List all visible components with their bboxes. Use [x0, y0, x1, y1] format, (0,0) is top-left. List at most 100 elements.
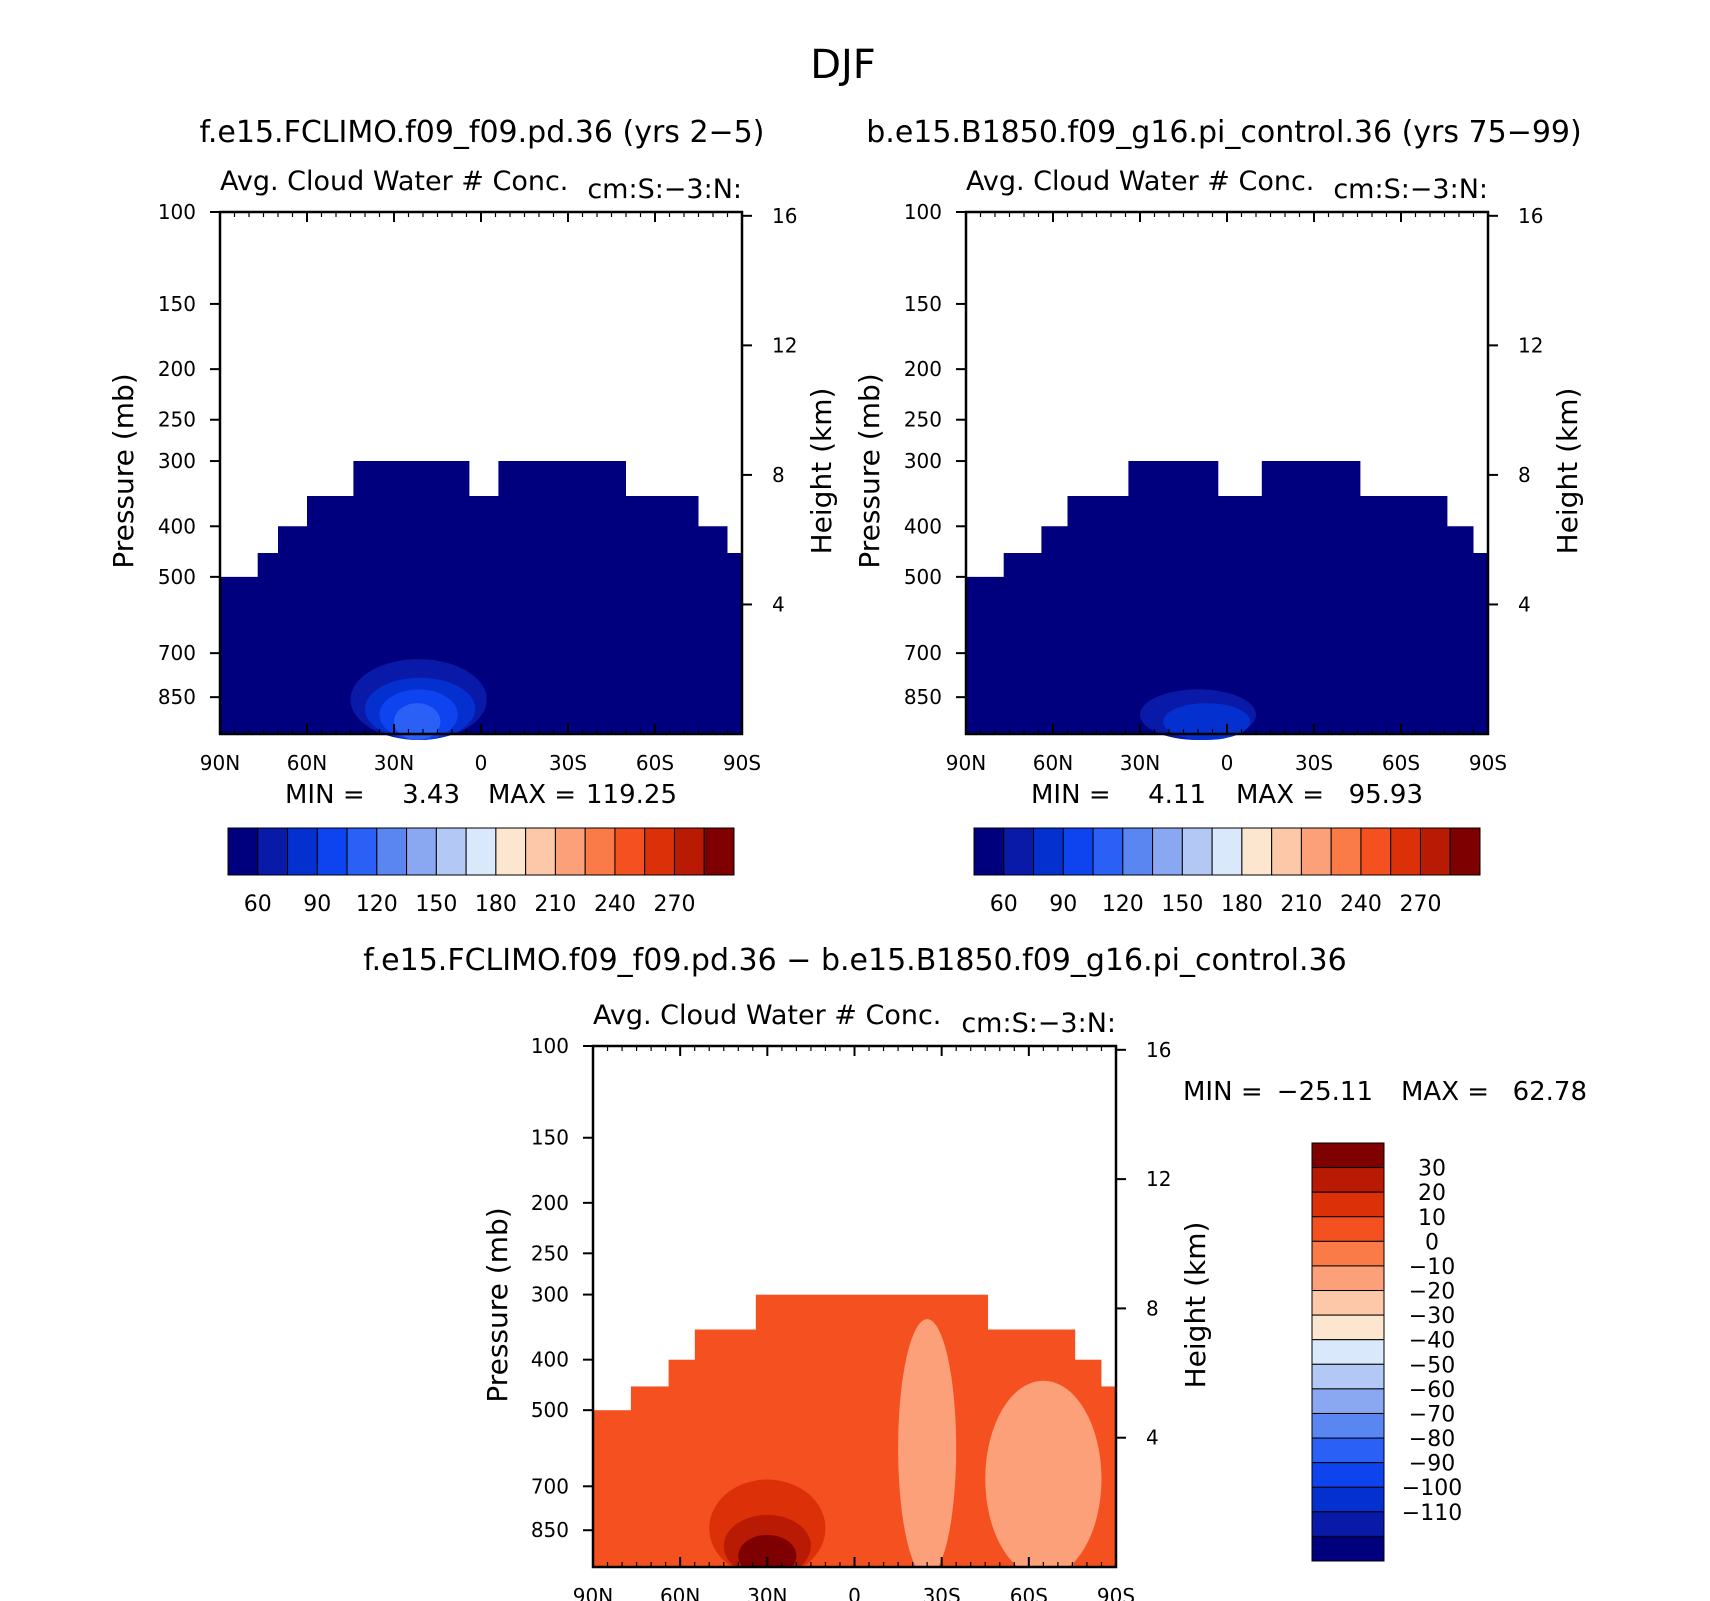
x-tick-label: 30S: [1295, 751, 1333, 775]
colorbar-box: [1211, 827, 1243, 876]
x-tick-label: 60N: [287, 751, 327, 775]
colorbar-box: [1311, 1511, 1385, 1537]
colorbar-box: [1311, 1167, 1385, 1193]
x-tick-label: 60S: [1010, 1584, 1048, 1601]
x-tick-label: 90S: [1469, 751, 1507, 775]
colorbar-label: 210: [1280, 892, 1322, 917]
colorbar-box: [1062, 827, 1094, 876]
colorbar-label: 120: [1102, 892, 1144, 917]
x-tick-label: 30S: [549, 751, 587, 775]
colorbar-label: 180: [475, 892, 517, 917]
colorbar-label: −10: [1409, 1255, 1455, 1280]
colorbar-label: 240: [594, 892, 636, 917]
colorbar-label: 270: [653, 892, 695, 917]
colorbar-label: 210: [534, 892, 576, 917]
colorbar-label: −110: [1402, 1501, 1462, 1526]
colorbar-box: [1311, 1462, 1385, 1488]
colorbar-box: [525, 827, 556, 876]
colorbar-box: [1311, 1486, 1385, 1513]
contour-blob: [738, 1534, 797, 1567]
min-value: −25.11: [1277, 1077, 1373, 1107]
y-tick-label: 200: [531, 1191, 569, 1215]
colorbar-box: [1419, 827, 1451, 876]
min-label: MIN =: [285, 780, 365, 810]
plot-title: Avg. Cloud Water # Conc.: [966, 166, 1314, 197]
colorbar-box: [257, 827, 289, 876]
max-value: 95.93: [1349, 780, 1423, 810]
y-tick-label: 250: [904, 408, 942, 432]
colorbar-label: 240: [1340, 892, 1382, 917]
x-tick-label: 0: [475, 751, 488, 775]
y-right-tick-label: 16: [1518, 204, 1543, 228]
colorbar-label: 90: [1049, 892, 1077, 917]
y-tick-label: 500: [158, 565, 196, 589]
colorbar-box: [1092, 827, 1124, 876]
colorbar-box: [1003, 827, 1035, 876]
min-max-readout: MIN = −25.11 MAX = 62.78: [1183, 1077, 1587, 1107]
y-tick-label: 400: [531, 1348, 569, 1372]
x-tick-label: 30S: [923, 1584, 961, 1601]
colorbar-box: [1311, 1535, 1385, 1562]
colorbar-box: [1152, 827, 1183, 876]
y-axis-label: Pressure (mb): [481, 1207, 514, 1402]
colorbar-label: −70: [1409, 1402, 1455, 1427]
x-tick-label: 90S: [1097, 1584, 1135, 1601]
axes-layer: 90N 60N 30N 0 30S 60S 90S 100 150 200 250 300 400 500…: [904, 200, 1544, 775]
x-tick-label: 60N: [660, 1584, 700, 1601]
units-label: cm:S:−3:N:: [587, 174, 742, 205]
y-tick-label: 250: [158, 408, 196, 432]
colorbar-box: [376, 827, 408, 876]
cloud-region-fill: [966, 461, 1488, 734]
min-label: MIN =: [1031, 780, 1111, 810]
colorbar-box: [1033, 827, 1064, 876]
x-tick-label: 30N: [1120, 751, 1160, 775]
max-value: 119.25: [586, 780, 677, 810]
y-right-tick-label: 4: [1146, 1426, 1159, 1450]
colorbar-box: [1181, 827, 1213, 876]
y-tick-label: 700: [904, 641, 942, 665]
colorbar-label: −30: [1409, 1304, 1455, 1329]
y-tick-label: 100: [158, 200, 196, 224]
colorbar: 3020100−10−20−30−40−50−60−70−80−90−100−1…: [1311, 1142, 1462, 1562]
colorbar-box: [673, 827, 705, 876]
panel-difference: f.e15.FCLIMO.f09_f09.pd.36 − b.e15.B1850…: [363, 943, 1587, 1601]
y-tick-label: 150: [158, 292, 196, 316]
colorbar-box: [1311, 1191, 1385, 1218]
contour-fill-layer: [220, 461, 742, 741]
y-right-tick-label: 4: [1518, 592, 1531, 616]
units-label: cm:S:−3:N:: [961, 1008, 1116, 1039]
colorbar-box: [1449, 827, 1481, 876]
colorbar-label: −20: [1409, 1280, 1455, 1305]
y-axis-label-right: Height (km): [1179, 1222, 1212, 1389]
y-axis-label: Pressure (mb): [107, 373, 140, 568]
units-label: cm:S:−3:N:: [1333, 174, 1488, 205]
x-tick-label: 60N: [1033, 751, 1073, 775]
colorbar-box: [973, 827, 1005, 876]
y-right-tick-label: 16: [772, 204, 797, 228]
colorbar-label: 20: [1418, 1181, 1446, 1206]
case-title: f.e15.FCLIMO.f09_f09.pd.36 − b.e15.B1850…: [363, 943, 1346, 978]
colorbar-label: 150: [415, 892, 457, 917]
max-value: 62.78: [1513, 1077, 1587, 1107]
plot-title: Avg. Cloud Water # Conc.: [593, 1000, 941, 1031]
axes-layer: 90N 60N 30N 0 30S 60S 90S 100 150 200 250 300 400 500…: [531, 1034, 1172, 1601]
colorbar-box: [1241, 827, 1273, 876]
colorbar-label: −50: [1409, 1353, 1455, 1378]
y-tick-label: 300: [158, 449, 196, 473]
colorbar-box: [316, 827, 348, 876]
colorbar-box: [1311, 1290, 1385, 1316]
y-axis-label-right: Height (km): [805, 388, 838, 555]
contour-blob: [1163, 703, 1251, 741]
colorbar-label: −90: [1409, 1452, 1455, 1477]
y-right-tick-label: 8: [1146, 1296, 1159, 1320]
colorbar-box: [1311, 1142, 1385, 1169]
colorbar-box: [1311, 1363, 1385, 1390]
y-tick-label: 100: [904, 200, 942, 224]
colorbar-box: [1300, 827, 1332, 876]
season-title: DJF: [810, 42, 876, 88]
y-tick-label: 400: [158, 514, 196, 538]
panel-test-case: b.e15.B1850.f09_g16.pi_control.36 (yrs 7…: [853, 115, 1584, 917]
panel-control-case: f.e15.FCLIMO.f09_f09.pd.36 (yrs 2−5) Avg…: [107, 115, 838, 917]
colorbar-label: 270: [1399, 892, 1441, 917]
colorbar-label: 150: [1161, 892, 1203, 917]
